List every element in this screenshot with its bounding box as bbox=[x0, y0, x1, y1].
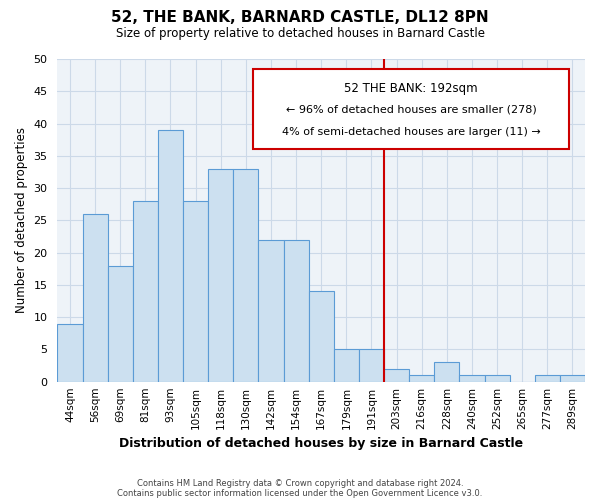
Text: Contains HM Land Registry data © Crown copyright and database right 2024.: Contains HM Land Registry data © Crown c… bbox=[137, 478, 463, 488]
Bar bbox=[208, 168, 233, 382]
Y-axis label: Number of detached properties: Number of detached properties bbox=[15, 128, 28, 314]
Bar bbox=[259, 240, 284, 382]
Bar bbox=[434, 362, 460, 382]
Bar bbox=[233, 168, 259, 382]
Text: ← 96% of detached houses are smaller (278): ← 96% of detached houses are smaller (27… bbox=[286, 104, 536, 114]
Text: Contains public sector information licensed under the Open Government Licence v3: Contains public sector information licen… bbox=[118, 488, 482, 498]
Bar bbox=[107, 266, 133, 382]
Bar bbox=[485, 375, 509, 382]
Text: 52 THE BANK: 192sqm: 52 THE BANK: 192sqm bbox=[344, 82, 478, 94]
Bar bbox=[308, 292, 334, 382]
Text: 4% of semi-detached houses are larger (11) →: 4% of semi-detached houses are larger (1… bbox=[281, 127, 540, 137]
Bar bbox=[409, 375, 434, 382]
Bar bbox=[284, 240, 308, 382]
X-axis label: Distribution of detached houses by size in Barnard Castle: Distribution of detached houses by size … bbox=[119, 437, 523, 450]
Text: Size of property relative to detached houses in Barnard Castle: Size of property relative to detached ho… bbox=[115, 28, 485, 40]
Bar bbox=[158, 130, 183, 382]
Bar bbox=[58, 324, 83, 382]
Text: 52, THE BANK, BARNARD CASTLE, DL12 8PN: 52, THE BANK, BARNARD CASTLE, DL12 8PN bbox=[111, 10, 489, 25]
Bar bbox=[384, 369, 409, 382]
Bar bbox=[460, 375, 485, 382]
Bar bbox=[560, 375, 585, 382]
Bar bbox=[83, 214, 107, 382]
Bar bbox=[334, 350, 359, 382]
Bar bbox=[133, 201, 158, 382]
FancyBboxPatch shape bbox=[253, 68, 569, 150]
Bar bbox=[183, 201, 208, 382]
Bar bbox=[535, 375, 560, 382]
Bar bbox=[359, 350, 384, 382]
